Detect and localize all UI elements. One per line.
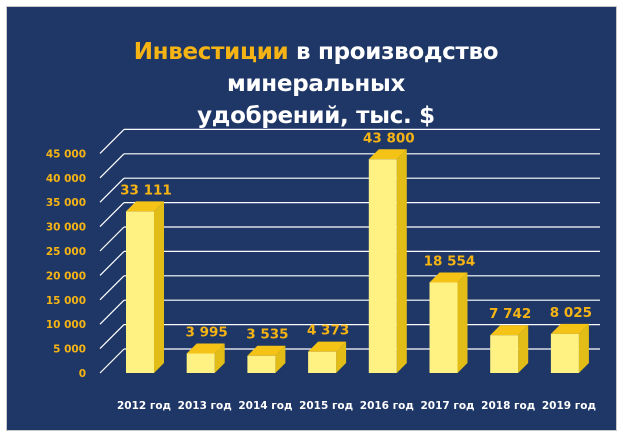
gridline-diagonal	[99, 128, 125, 154]
x-tick-label: 2017 год	[420, 400, 474, 412]
chart-title: Инвестиции в производство минеральных уд…	[46, 36, 586, 132]
bar-top	[247, 345, 286, 356]
x-axis-labels: 2012 год 2013 год 2014 год 2015 год 2016 год…	[117, 400, 596, 412]
bar-2013-год	[186, 343, 225, 373]
y-tick-label: 5 000	[53, 344, 86, 356]
bar-front	[368, 159, 397, 373]
bar-top	[186, 343, 225, 354]
gridline-diagonal	[99, 324, 125, 350]
value-label: 18 554	[424, 253, 476, 269]
x-tick-label: 2015 год	[299, 400, 353, 412]
value-label: 33 111	[120, 182, 172, 198]
bar-front	[550, 333, 579, 373]
y-tick-label: 15 000	[46, 295, 86, 307]
value-labels: 33 111 3 995 3 535 4 373 43 800 18 554 7 742 8 …	[120, 130, 592, 342]
y-tick-label: 45 000	[46, 148, 86, 160]
y-tick-label: 40 000	[46, 173, 86, 185]
bar-side	[336, 341, 347, 373]
y-tick-label: 25 000	[46, 246, 86, 258]
chart-title-part: в производство минеральных	[226, 39, 499, 97]
bar-front	[247, 355, 276, 373]
gridline-diagonal	[99, 299, 125, 325]
x-tick-label: 2018 год	[481, 400, 535, 412]
bars	[126, 149, 589, 373]
bar-front	[308, 351, 337, 373]
bar-front	[126, 211, 154, 373]
bar-front	[186, 353, 215, 373]
gridline-diagonal	[99, 250, 125, 276]
bar-2017-год	[429, 272, 468, 373]
y-tick-label: 0	[79, 368, 86, 380]
bar-side	[154, 201, 164, 373]
gridline-diagonal	[99, 153, 125, 179]
gridline-diagonal	[99, 275, 125, 301]
y-axis-ticks: 0 5 000 10 000 15 000 20 000 25 000 30 000 35 0…	[46, 148, 86, 380]
bar-top	[126, 201, 164, 212]
x-tick-label: 2012 год	[117, 400, 171, 412]
y-tick-label: 30 000	[46, 222, 86, 234]
value-label: 43 800	[363, 130, 415, 146]
bar-2016-год	[368, 149, 407, 373]
gridline-diagonal	[99, 202, 125, 228]
y-tick-label: 35 000	[46, 197, 86, 209]
x-tick-label: 2019 год	[542, 400, 596, 412]
bar-side	[275, 345, 286, 373]
bar-front	[490, 335, 519, 373]
x-tick-label: 2013 год	[178, 400, 232, 412]
bar-side	[396, 149, 407, 373]
bar-side	[457, 272, 468, 373]
bar-top	[368, 149, 407, 160]
bar-2014-год	[247, 345, 286, 373]
value-label: 3 995	[186, 325, 228, 341]
bar-top	[490, 325, 529, 336]
gridline-diagonal	[99, 348, 125, 374]
bar-side	[518, 325, 529, 373]
gridline-diagonal	[99, 177, 125, 203]
y-tick-label: 10 000	[46, 319, 86, 331]
value-label: 7 742	[489, 306, 531, 322]
chart-title-accent: Инвестиции	[133, 39, 289, 65]
value-label: 4 373	[307, 323, 349, 339]
bar-2012-год	[126, 201, 164, 373]
y-tick-label: 20 000	[46, 270, 86, 282]
chart-title-line2: удобрений, тыс. $	[197, 103, 435, 129]
bar-top	[429, 272, 468, 283]
bar-side	[578, 323, 589, 373]
bar-top	[308, 341, 347, 352]
bar-2019-год	[550, 323, 589, 373]
x-tick-label: 2016 год	[360, 400, 414, 412]
value-label: 8 025	[550, 305, 592, 321]
gridline-diagonal	[99, 226, 125, 252]
bar-top	[550, 323, 589, 334]
bar-2015-год	[308, 341, 347, 373]
bar-side	[214, 343, 225, 373]
bar-2018-год	[490, 325, 529, 373]
value-label: 3 535	[246, 327, 288, 343]
bar-front	[429, 282, 458, 373]
x-tick-label: 2014 год	[238, 400, 292, 412]
